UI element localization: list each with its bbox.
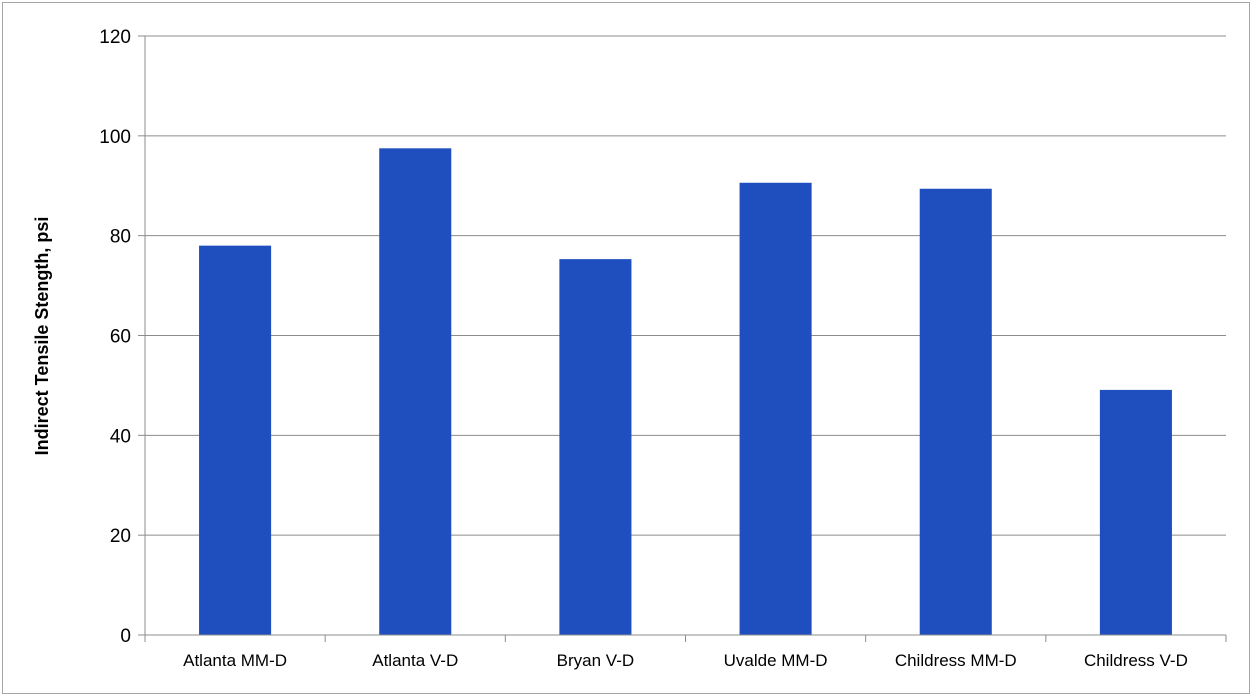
bar — [379, 148, 452, 635]
bar — [1099, 389, 1172, 635]
bar — [559, 259, 632, 635]
x-tick-label: Bryan V-D — [557, 651, 634, 670]
y-tick-label: 0 — [120, 626, 131, 647]
y-axis-label: Indirect Tensile Stength, psi — [32, 217, 52, 456]
y-tick-label: 20 — [110, 526, 131, 547]
bar — [199, 245, 272, 635]
bar — [739, 182, 812, 635]
axes — [138, 35, 1227, 642]
bar — [919, 188, 992, 635]
y-tick-label: 60 — [110, 327, 131, 348]
y-tick-label: 40 — [110, 426, 131, 447]
y-tick-label: 120 — [99, 27, 131, 48]
bars — [199, 148, 1172, 635]
y-tick-label: 100 — [99, 127, 131, 148]
x-tick-labels: Atlanta MM-D Atlanta V-D Bryan V-D Uvalde M… — [183, 651, 1188, 670]
y-tick-labels: 0 20 40 60 80 100 120 — [99, 27, 131, 647]
x-tick-label: Uvalde MM-D — [724, 651, 828, 670]
y-tick-label: 80 — [110, 227, 131, 248]
gridlines — [145, 35, 1226, 536]
x-tick-label: Childress MM-D — [895, 651, 1017, 670]
x-tick-label: Atlanta V-D — [372, 651, 458, 670]
x-tick-label: Childress V-D — [1084, 651, 1188, 670]
x-tick-label: Atlanta MM-D — [183, 651, 287, 670]
